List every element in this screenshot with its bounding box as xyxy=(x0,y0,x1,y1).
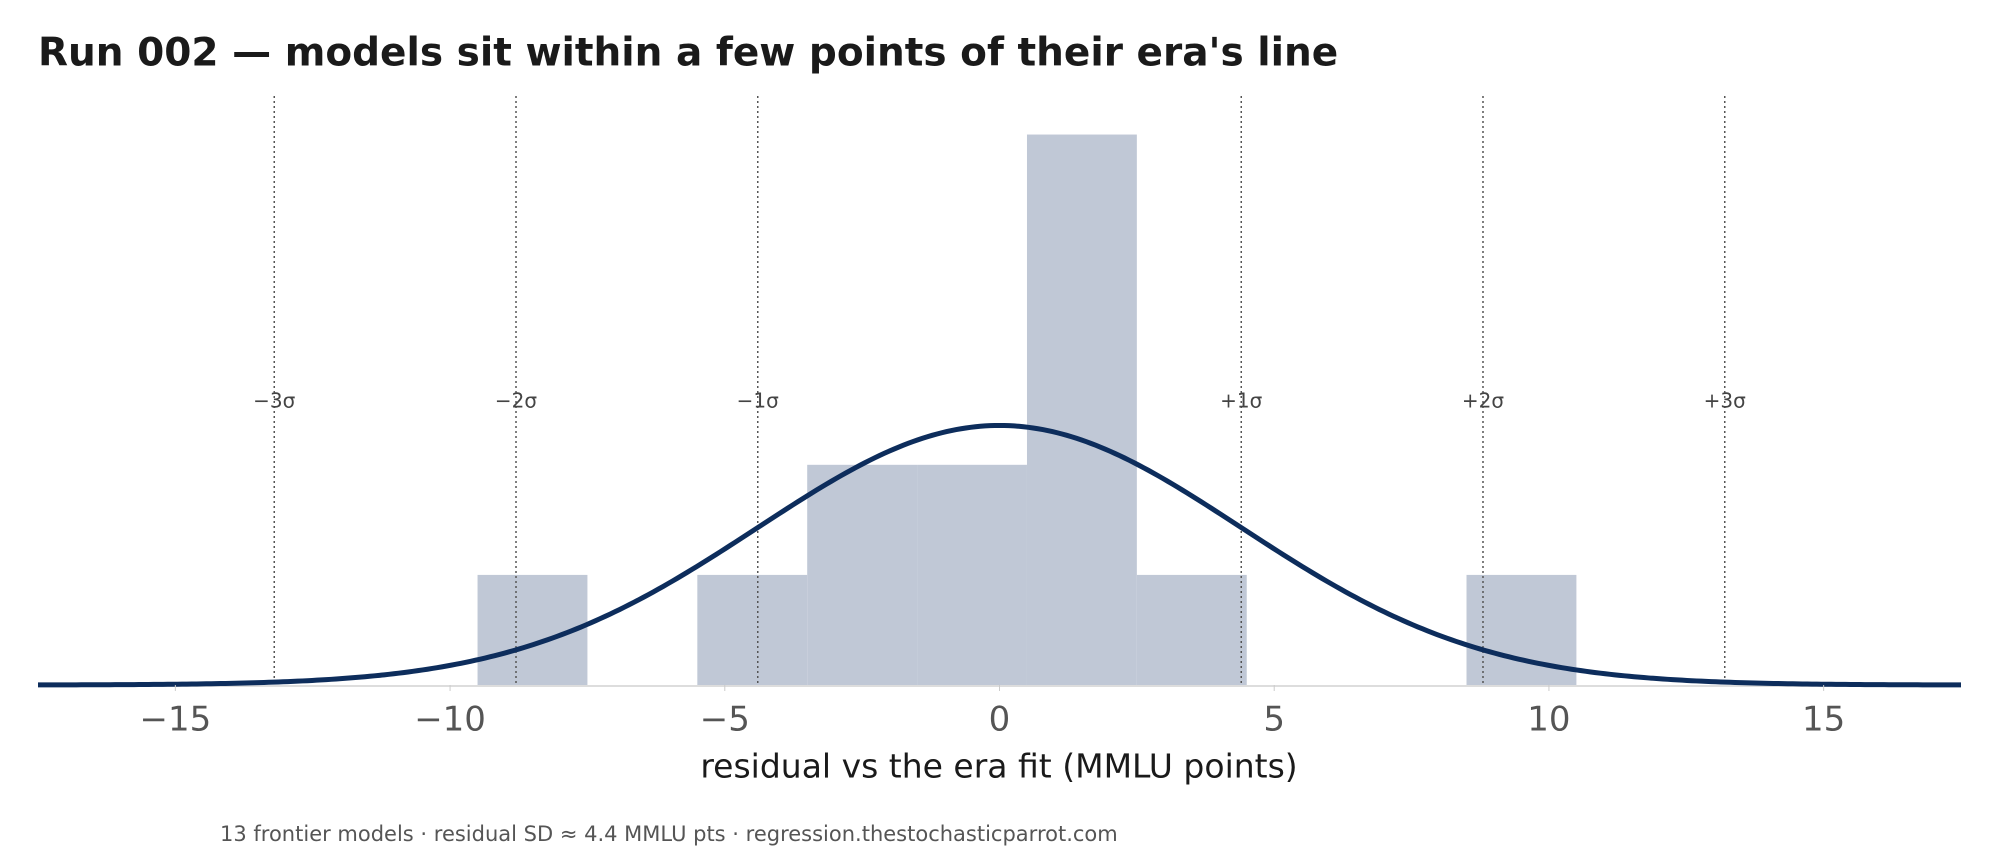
histogram-bar xyxy=(807,464,918,685)
x-tick-label: 15 xyxy=(1802,700,1845,740)
histogram-bar xyxy=(697,574,808,685)
x-tick-label: −10 xyxy=(414,700,486,740)
x-axis-label: residual vs the era fit (MMLU points) xyxy=(700,747,1297,786)
histogram-bar xyxy=(1026,134,1137,685)
footer: 13 frontier models · residual SD ≈ 4.4 M… xyxy=(220,822,1118,846)
histogram-bar xyxy=(1136,574,1247,685)
x-tick-label: −5 xyxy=(700,700,750,740)
sigma-label: +2σ xyxy=(1462,389,1504,413)
sigma-label: −3σ xyxy=(253,389,295,413)
x-tick-label: −15 xyxy=(139,700,211,740)
normal-fit-curve xyxy=(38,422,1961,688)
histogram-bar xyxy=(917,464,1027,685)
sigma-label: +3σ xyxy=(1704,389,1746,413)
x-tick-label: 0 xyxy=(989,700,1011,740)
sigma-label: +1σ xyxy=(1220,389,1262,413)
x-tick-label: 5 xyxy=(1263,700,1285,740)
sigma-label: −1σ xyxy=(737,389,779,413)
sigma-label: −2σ xyxy=(495,389,537,413)
x-tick-label: 10 xyxy=(1527,700,1570,740)
chart-title: Run 002 — models sit within a few points… xyxy=(38,31,1338,76)
